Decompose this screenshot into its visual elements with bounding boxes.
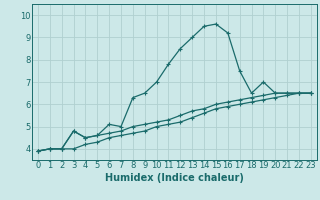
X-axis label: Humidex (Indice chaleur): Humidex (Indice chaleur)	[105, 173, 244, 183]
